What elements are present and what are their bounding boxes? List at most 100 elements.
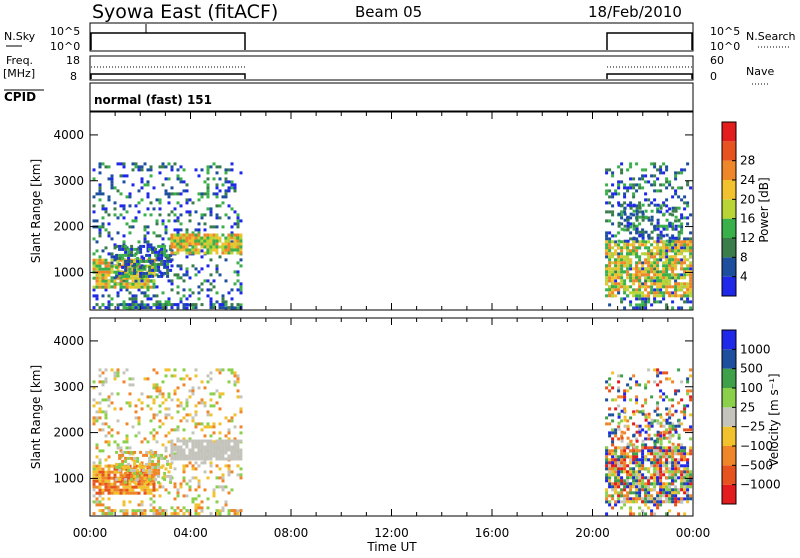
heatmap-cell (653, 183, 657, 187)
heatmap-cell (170, 448, 174, 452)
heatmap-cell (635, 424, 639, 428)
heatmap-cell (236, 222, 240, 226)
colorbar-tick-label: 1000 (740, 342, 771, 356)
heatmap-cell (638, 273, 642, 277)
heatmap-cell (98, 392, 102, 396)
heatmap-cell (137, 210, 141, 214)
heatmap-cell (614, 482, 618, 486)
heatmap-cell (161, 476, 165, 480)
heatmap-cell (128, 482, 132, 486)
heatmap-cell (92, 464, 96, 468)
heatmap-cell (200, 192, 204, 196)
heatmap-cell (656, 288, 660, 292)
heatmap-cell (647, 276, 651, 280)
heatmap-cell (647, 506, 651, 510)
heatmap-cell (197, 494, 201, 498)
heatmap-cell (659, 204, 663, 208)
heatmap-cell (173, 236, 177, 240)
heatmap-cell (680, 228, 684, 232)
heatmap-cell (236, 273, 240, 277)
heatmap-cell (152, 506, 156, 510)
heatmap-cell (170, 428, 174, 432)
heatmap-cell (683, 276, 687, 280)
heatmap-cell (689, 479, 693, 483)
heatmap-cell (92, 404, 96, 408)
heatmap-cell (131, 303, 135, 307)
heatmap-cell (206, 183, 210, 187)
heatmap-cell (118, 456, 122, 460)
heatmap-cell (620, 430, 624, 434)
heatmap-cell (209, 425, 213, 429)
heatmap-cell (686, 243, 690, 247)
heatmap-cell (182, 239, 186, 243)
heatmap-cell (124, 456, 128, 460)
heatmap-cell (131, 425, 135, 429)
heatmap-cell (611, 174, 615, 178)
heatmap-cell (683, 488, 687, 492)
heatmap-cell (620, 168, 624, 172)
heatmap-cell (617, 221, 621, 225)
heatmap-cell (209, 213, 213, 217)
heatmap-cell (157, 459, 161, 463)
heatmap-cell (212, 392, 216, 396)
heatmap-cell (116, 485, 120, 489)
heatmap-cell (662, 297, 666, 301)
heatmap-cell (659, 479, 663, 483)
heatmap-cell (656, 203, 660, 207)
heatmap-cell (635, 230, 639, 234)
heatmap-cell (227, 491, 231, 495)
heatmap-cell (134, 273, 138, 277)
heatmap-cell (176, 303, 180, 307)
heatmap-cell (113, 255, 117, 259)
nave-tick-top: 60 (710, 54, 724, 67)
heatmap-cell (197, 248, 201, 252)
heatmap-cell (194, 210, 198, 214)
heatmap-cell (662, 500, 666, 504)
heatmap-cell (227, 368, 231, 372)
heatmap-cell (626, 218, 630, 222)
heatmap-cell (623, 431, 627, 435)
heatmap-cell (653, 267, 657, 271)
heatmap-cell (200, 461, 204, 465)
heatmap-cell (101, 497, 105, 501)
heatmap-cell (611, 183, 615, 187)
heatmap-cell (110, 261, 114, 265)
heatmap-cell (653, 180, 657, 184)
heatmap-cell (95, 491, 99, 495)
heatmap-cell (128, 267, 132, 271)
colorbar-tick-label: 20 (740, 192, 755, 206)
heatmap-cell (668, 446, 672, 450)
heatmap-cell (611, 294, 615, 298)
heatmap-cell (179, 276, 183, 280)
heatmap-cell (116, 467, 120, 471)
heatmap-cell (166, 256, 170, 260)
heatmap-cell (113, 440, 117, 444)
heatmap-cell (635, 288, 639, 292)
heatmap-cell (188, 276, 192, 280)
heatmap-cell (617, 282, 621, 286)
heatmap-cell (620, 476, 624, 480)
heatmap-cell (128, 285, 132, 289)
heatmap-cell (170, 451, 174, 455)
heatmap-cell (608, 377, 612, 381)
heatmap-cell (98, 482, 102, 486)
heatmap-cell (686, 264, 690, 268)
heatmap-cell (677, 258, 681, 262)
heatmap-cell (122, 282, 126, 286)
heatmap-cell (139, 265, 143, 269)
heatmap-cell (134, 485, 138, 489)
heatmap-cell (209, 303, 213, 307)
nave-tick-bottom: 0 (710, 70, 717, 83)
heatmap-cell (674, 227, 678, 231)
heatmap-cell (148, 471, 152, 475)
heatmap-cell (152, 509, 156, 513)
heatmap-cell (149, 491, 153, 495)
heatmap-cell (176, 276, 180, 280)
heatmap-cell (179, 297, 183, 301)
heatmap-cell (107, 195, 111, 199)
heatmap-cell (629, 212, 633, 216)
heatmap-cell (191, 442, 195, 446)
heatmap-cell (689, 243, 693, 247)
heatmap-cell (686, 482, 690, 486)
